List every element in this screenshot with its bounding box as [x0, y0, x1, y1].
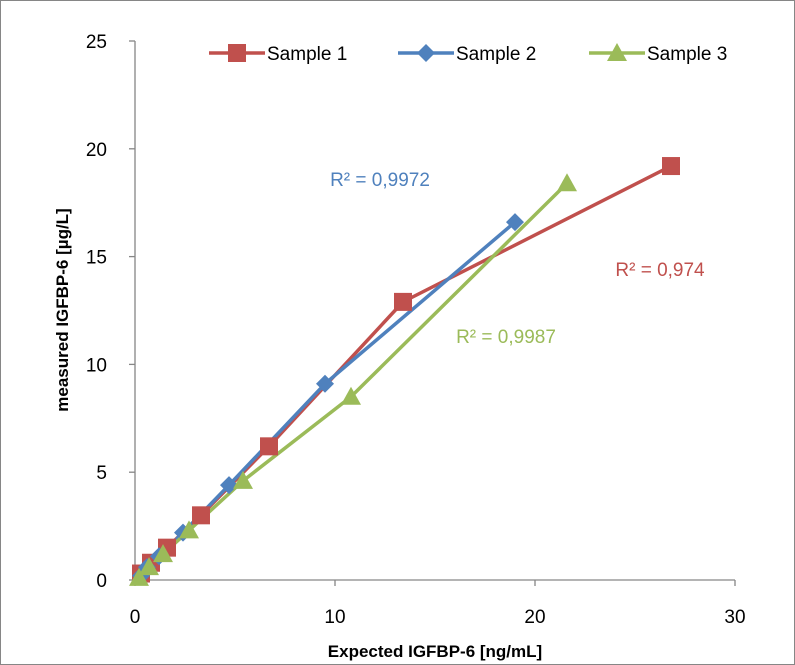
y-tick-label: 15	[86, 248, 107, 269]
sample-3-point	[129, 567, 149, 586]
sample-3-point	[557, 173, 577, 192]
sample-3-point	[341, 386, 361, 405]
sample-2-r-squared: R² = 0,9972	[330, 170, 430, 191]
sample-3-r-squared: R² = 0,9987	[456, 327, 556, 348]
x-tick-label: 0	[130, 607, 141, 628]
legend-item-sample-1: Sample 1	[209, 44, 347, 65]
sample-1-line	[139, 164, 672, 575]
sample-2-point	[316, 374, 334, 393]
r-squared-labels: R² = 0,974 R² = 0,9972 R² = 0,9987	[330, 170, 705, 348]
sample-1-r-squared: R² = 0,974	[615, 260, 705, 281]
sample-2-point	[506, 213, 524, 232]
x-tick-label: 10	[324, 607, 345, 628]
sample-3-point	[153, 544, 173, 563]
legend: Sample 1 Sample 2 Sample 3	[209, 43, 727, 65]
x-axis-title: Expected IGFBP-6 [ng/mL]	[328, 642, 542, 661]
y-tick-label: 20	[86, 140, 107, 161]
legend-marker	[417, 44, 435, 62]
x-tick-label: 20	[524, 607, 545, 628]
sample-1-point	[260, 437, 278, 456]
y-axis-title: measured IGFBP-6 [µg/L]	[53, 208, 72, 411]
legend-item-sample-2: Sample 2	[398, 44, 536, 65]
legend-label: Sample 1	[267, 44, 347, 65]
y-tick-label: 25	[86, 32, 107, 53]
y-tick-label: 5	[96, 463, 107, 484]
legend-marker	[228, 44, 246, 62]
legend-label: Sample 3	[647, 44, 727, 65]
chart-axes: 0 5 10 15 20 25 0 10 20 30	[86, 32, 746, 628]
legend-item-sample-3: Sample 3	[589, 43, 727, 65]
y-tick-label: 0	[96, 571, 107, 592]
y-tick-label: 10	[86, 355, 107, 376]
series-lines	[137, 164, 672, 580]
sample-1-point	[394, 292, 412, 311]
sample-2-point	[220, 476, 238, 495]
sample-3-point	[139, 557, 159, 576]
sample-3-point	[179, 520, 199, 539]
sample-3-point	[233, 470, 253, 489]
legend-label: Sample 2	[456, 44, 536, 65]
x-tick-label: 30	[724, 607, 745, 628]
sample-1-point	[192, 506, 210, 525]
legend-marker	[607, 43, 627, 61]
sample-1-point	[662, 157, 680, 176]
series-markers	[129, 157, 680, 586]
